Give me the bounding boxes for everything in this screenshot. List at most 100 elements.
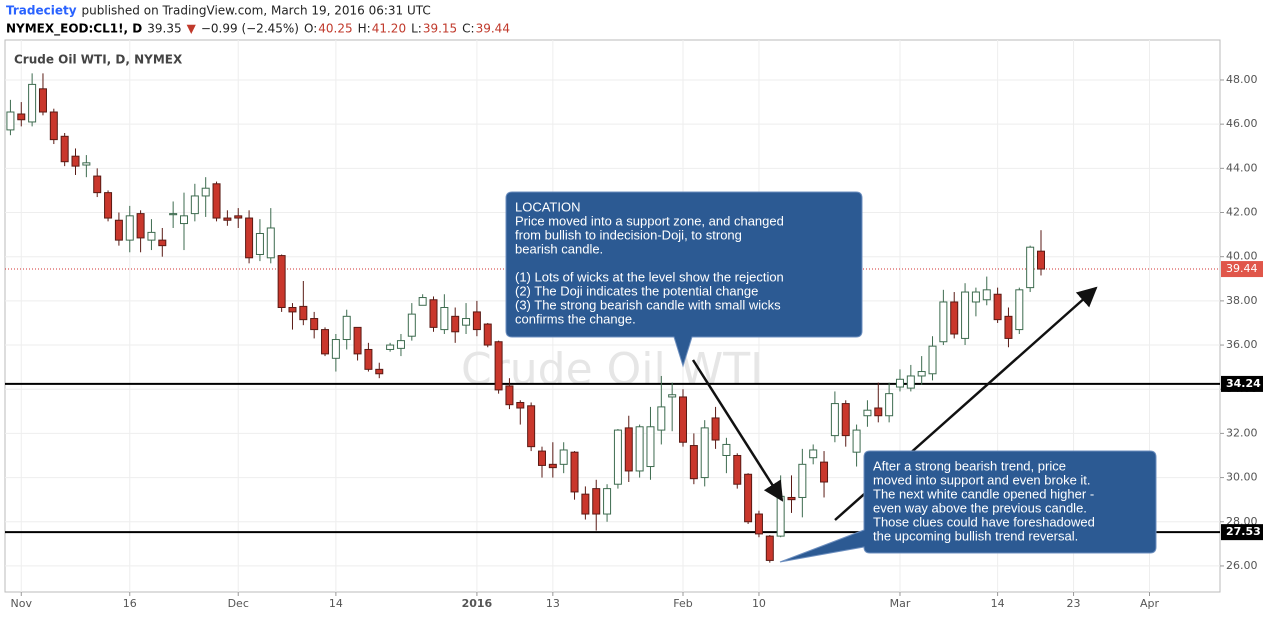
candle-body xyxy=(668,394,677,398)
annotation-text: even way above the previous candle. xyxy=(873,500,1087,515)
y-tick-label: 32.00 xyxy=(1226,426,1258,439)
price-label: 34.24 xyxy=(1226,377,1261,390)
annotation-text: Those clues could have foreshadowed xyxy=(873,514,1095,529)
annotation-text: from bullish to indecision-Doji, to stro… xyxy=(515,227,742,242)
candle-body xyxy=(212,183,221,219)
annotation-text: bearish candle. xyxy=(515,241,603,256)
candle-body xyxy=(1026,246,1035,289)
header-text: NYMEX_EOD:CL1!, D xyxy=(6,22,142,37)
annotation-text: After a strong bearish trend, price xyxy=(873,458,1066,473)
candle-body xyxy=(82,162,91,166)
candle-body xyxy=(993,293,1002,321)
candle-body xyxy=(429,299,438,328)
candle-body xyxy=(592,488,601,515)
candle-body xyxy=(700,427,709,479)
candle-body xyxy=(971,291,980,303)
annotation-text: Price moved into a support zone, and cha… xyxy=(515,213,784,228)
y-tick-label: 26.00 xyxy=(1226,559,1258,572)
candle-body xyxy=(722,443,731,456)
candle-body xyxy=(950,301,959,335)
header-text: 40.25 xyxy=(318,22,352,36)
x-tick-label: Feb xyxy=(673,597,692,610)
candle-body xyxy=(537,450,546,466)
x-tick-label: Mar xyxy=(890,597,911,610)
annotation-text: LOCATION xyxy=(515,199,581,214)
candle-body xyxy=(462,318,471,326)
candle-body xyxy=(342,315,351,341)
candle-body xyxy=(28,83,37,123)
price-label-box xyxy=(1221,524,1263,541)
candle-body xyxy=(38,88,47,113)
candle-body xyxy=(71,155,80,167)
candle-body xyxy=(353,326,362,355)
candle-body xyxy=(49,111,58,141)
header-text: published on TradingView.com, March 19, … xyxy=(82,4,431,18)
callout-box xyxy=(779,450,1157,563)
price-label-box xyxy=(1221,375,1263,392)
candle-body xyxy=(895,378,904,388)
price-label-box xyxy=(1221,261,1263,278)
candle-body xyxy=(906,375,915,389)
candle-body xyxy=(255,232,264,255)
x-tick-label: 23 xyxy=(1067,597,1081,610)
annotation-text: the upcoming bullish trend reversal. xyxy=(873,528,1078,543)
header-text: O: xyxy=(304,22,317,36)
candle-body xyxy=(266,227,275,259)
candle-body xyxy=(754,513,763,535)
x-tick-label: Dec xyxy=(228,597,249,610)
header-text: H: xyxy=(358,22,371,36)
candle-body xyxy=(364,348,373,370)
candle-body xyxy=(863,409,872,417)
candle-body xyxy=(982,289,991,301)
candle-body xyxy=(277,255,286,308)
candle-body xyxy=(603,488,612,515)
arrow xyxy=(691,359,784,502)
y-tick-label: 38.00 xyxy=(1226,294,1258,307)
annotation-text: (3) The strong bearish candle with small… xyxy=(515,297,781,312)
annotation-text: moved into support and even broke it. xyxy=(873,472,1091,487)
candle-body xyxy=(440,306,449,331)
candle-body xyxy=(245,217,254,259)
x-tick-label: 10 xyxy=(752,597,766,610)
candle-body xyxy=(516,401,525,409)
candle-body xyxy=(223,217,232,221)
candle-body xyxy=(451,315,460,333)
y-tick-label: 40.00 xyxy=(1226,250,1258,263)
candle-body xyxy=(60,135,69,163)
candle-body xyxy=(331,339,340,359)
annotation-text: (1) Lots of wicks at the level show the … xyxy=(515,269,784,284)
candle-body xyxy=(635,426,644,472)
y-tick-label: 48.00 xyxy=(1226,73,1258,86)
candle-body xyxy=(494,341,503,391)
candle-body xyxy=(1004,315,1013,339)
annotation-text: The next white candle opened higher - xyxy=(873,486,1094,501)
candle-body xyxy=(93,175,102,194)
candle-body xyxy=(125,215,134,241)
candle-body xyxy=(483,323,492,346)
candle-body xyxy=(787,496,796,501)
candle-body xyxy=(396,340,405,349)
annotation-text: confirms the change. xyxy=(515,311,636,326)
candle-body xyxy=(776,495,785,537)
candle-body xyxy=(136,213,145,239)
candle-body xyxy=(841,403,850,437)
candle-body xyxy=(147,231,156,241)
price-label: 27.53 xyxy=(1226,525,1261,538)
y-tick-label: 44.00 xyxy=(1226,161,1258,174)
candle-body xyxy=(375,368,384,375)
candle-body xyxy=(104,192,113,219)
candle-body xyxy=(310,318,319,331)
candle-body xyxy=(885,393,894,417)
candle-body xyxy=(809,449,818,459)
chart-title: Crude Oil WTI, D, NYMEX xyxy=(14,53,183,67)
candle-body xyxy=(820,461,829,483)
candle-body xyxy=(613,429,622,485)
candle-body xyxy=(733,454,742,485)
header-text: C: xyxy=(462,22,474,36)
candle-body xyxy=(559,449,568,465)
x-tick-label: 14 xyxy=(329,597,343,610)
candle-body xyxy=(689,445,698,480)
x-tick-label: 2016 xyxy=(462,597,493,610)
header-text: 39.35 xyxy=(147,22,181,36)
